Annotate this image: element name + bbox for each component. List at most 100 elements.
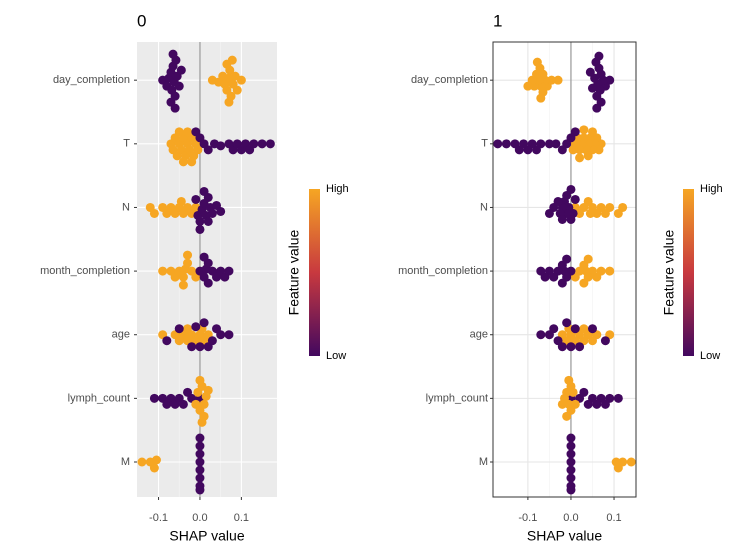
point <box>562 254 572 264</box>
point <box>174 127 184 137</box>
point <box>195 224 205 234</box>
point <box>553 75 563 85</box>
point <box>544 139 554 149</box>
point <box>583 399 593 409</box>
point <box>570 324 580 334</box>
point <box>536 266 546 276</box>
point <box>183 250 193 260</box>
point <box>195 457 205 467</box>
point <box>557 278 567 288</box>
point <box>613 393 623 403</box>
point <box>197 417 207 427</box>
point <box>137 457 147 467</box>
point <box>195 216 205 226</box>
point <box>195 465 205 475</box>
point <box>587 83 597 93</box>
legend-label: High <box>700 183 723 195</box>
point <box>583 151 593 161</box>
point <box>178 399 188 409</box>
point <box>566 473 576 483</box>
point <box>566 485 576 495</box>
point <box>193 145 203 155</box>
point <box>579 324 589 334</box>
point <box>170 103 180 113</box>
point <box>195 342 205 352</box>
point <box>199 318 209 328</box>
y-tick-label: N <box>480 201 488 213</box>
point <box>626 457 636 467</box>
point <box>557 399 567 409</box>
point <box>227 55 237 65</box>
point <box>224 97 234 107</box>
point <box>579 387 589 397</box>
y-tick-label: M <box>121 456 130 468</box>
point <box>536 330 546 340</box>
point <box>585 67 595 77</box>
legend-label: Low <box>326 350 346 362</box>
point <box>587 127 597 137</box>
point <box>611 457 621 467</box>
colorbar <box>683 189 694 356</box>
point <box>575 153 585 163</box>
point <box>532 57 542 67</box>
point <box>249 139 259 149</box>
point <box>544 208 554 218</box>
x-tick-label: -0.1 <box>149 512 168 524</box>
point <box>587 324 597 334</box>
point <box>195 375 205 385</box>
point <box>183 258 193 268</box>
legend-label: High <box>326 183 349 195</box>
legend-title: Feature value <box>286 229 302 315</box>
point <box>195 433 205 443</box>
y-tick-label: lymph_count <box>426 392 488 404</box>
point <box>562 411 572 421</box>
point <box>566 465 576 475</box>
point <box>566 433 576 443</box>
panel-border <box>492 41 637 498</box>
point <box>149 208 159 218</box>
point <box>566 441 576 451</box>
point <box>191 322 201 332</box>
point <box>158 266 168 276</box>
point <box>592 103 602 113</box>
y-tick-label: day_completion <box>411 74 488 86</box>
x-tick-label: -0.1 <box>518 512 537 524</box>
point <box>564 375 574 385</box>
point <box>191 194 201 204</box>
legend-label: Low <box>700 350 720 362</box>
point <box>195 441 205 451</box>
point <box>265 139 275 149</box>
x-tick-label: 0.0 <box>192 512 207 524</box>
point <box>216 206 226 216</box>
x-tick-label: 0.1 <box>606 512 621 524</box>
point <box>551 139 561 149</box>
point <box>553 336 563 346</box>
panel-title: 0 <box>137 11 146 30</box>
point <box>149 463 159 473</box>
y-tick-label: month_completion <box>398 265 488 277</box>
point <box>493 139 503 149</box>
x-tick-label: 0.0 <box>563 512 578 524</box>
point <box>536 93 546 103</box>
point <box>216 141 226 151</box>
point <box>183 324 193 334</box>
point <box>174 324 184 334</box>
point <box>162 336 172 346</box>
point <box>149 393 159 403</box>
point <box>236 75 246 85</box>
panel: -0.1 0.0 0.1 day_completion T Nmonth_completi… <box>398 11 723 543</box>
point <box>224 330 234 340</box>
point <box>187 342 197 352</box>
point <box>566 342 576 352</box>
point <box>562 318 572 328</box>
point <box>566 449 576 459</box>
point <box>199 186 209 196</box>
point <box>583 254 593 264</box>
y-tick-label: age <box>470 329 488 341</box>
point <box>594 51 604 61</box>
point <box>195 449 205 459</box>
colorbar <box>309 189 320 356</box>
y-tick-label: month_completion <box>40 265 130 277</box>
point <box>183 387 193 397</box>
